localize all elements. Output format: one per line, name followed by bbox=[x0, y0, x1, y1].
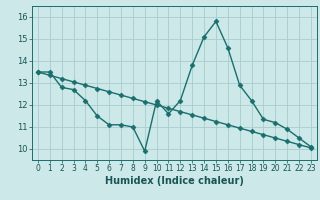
X-axis label: Humidex (Indice chaleur): Humidex (Indice chaleur) bbox=[105, 176, 244, 186]
